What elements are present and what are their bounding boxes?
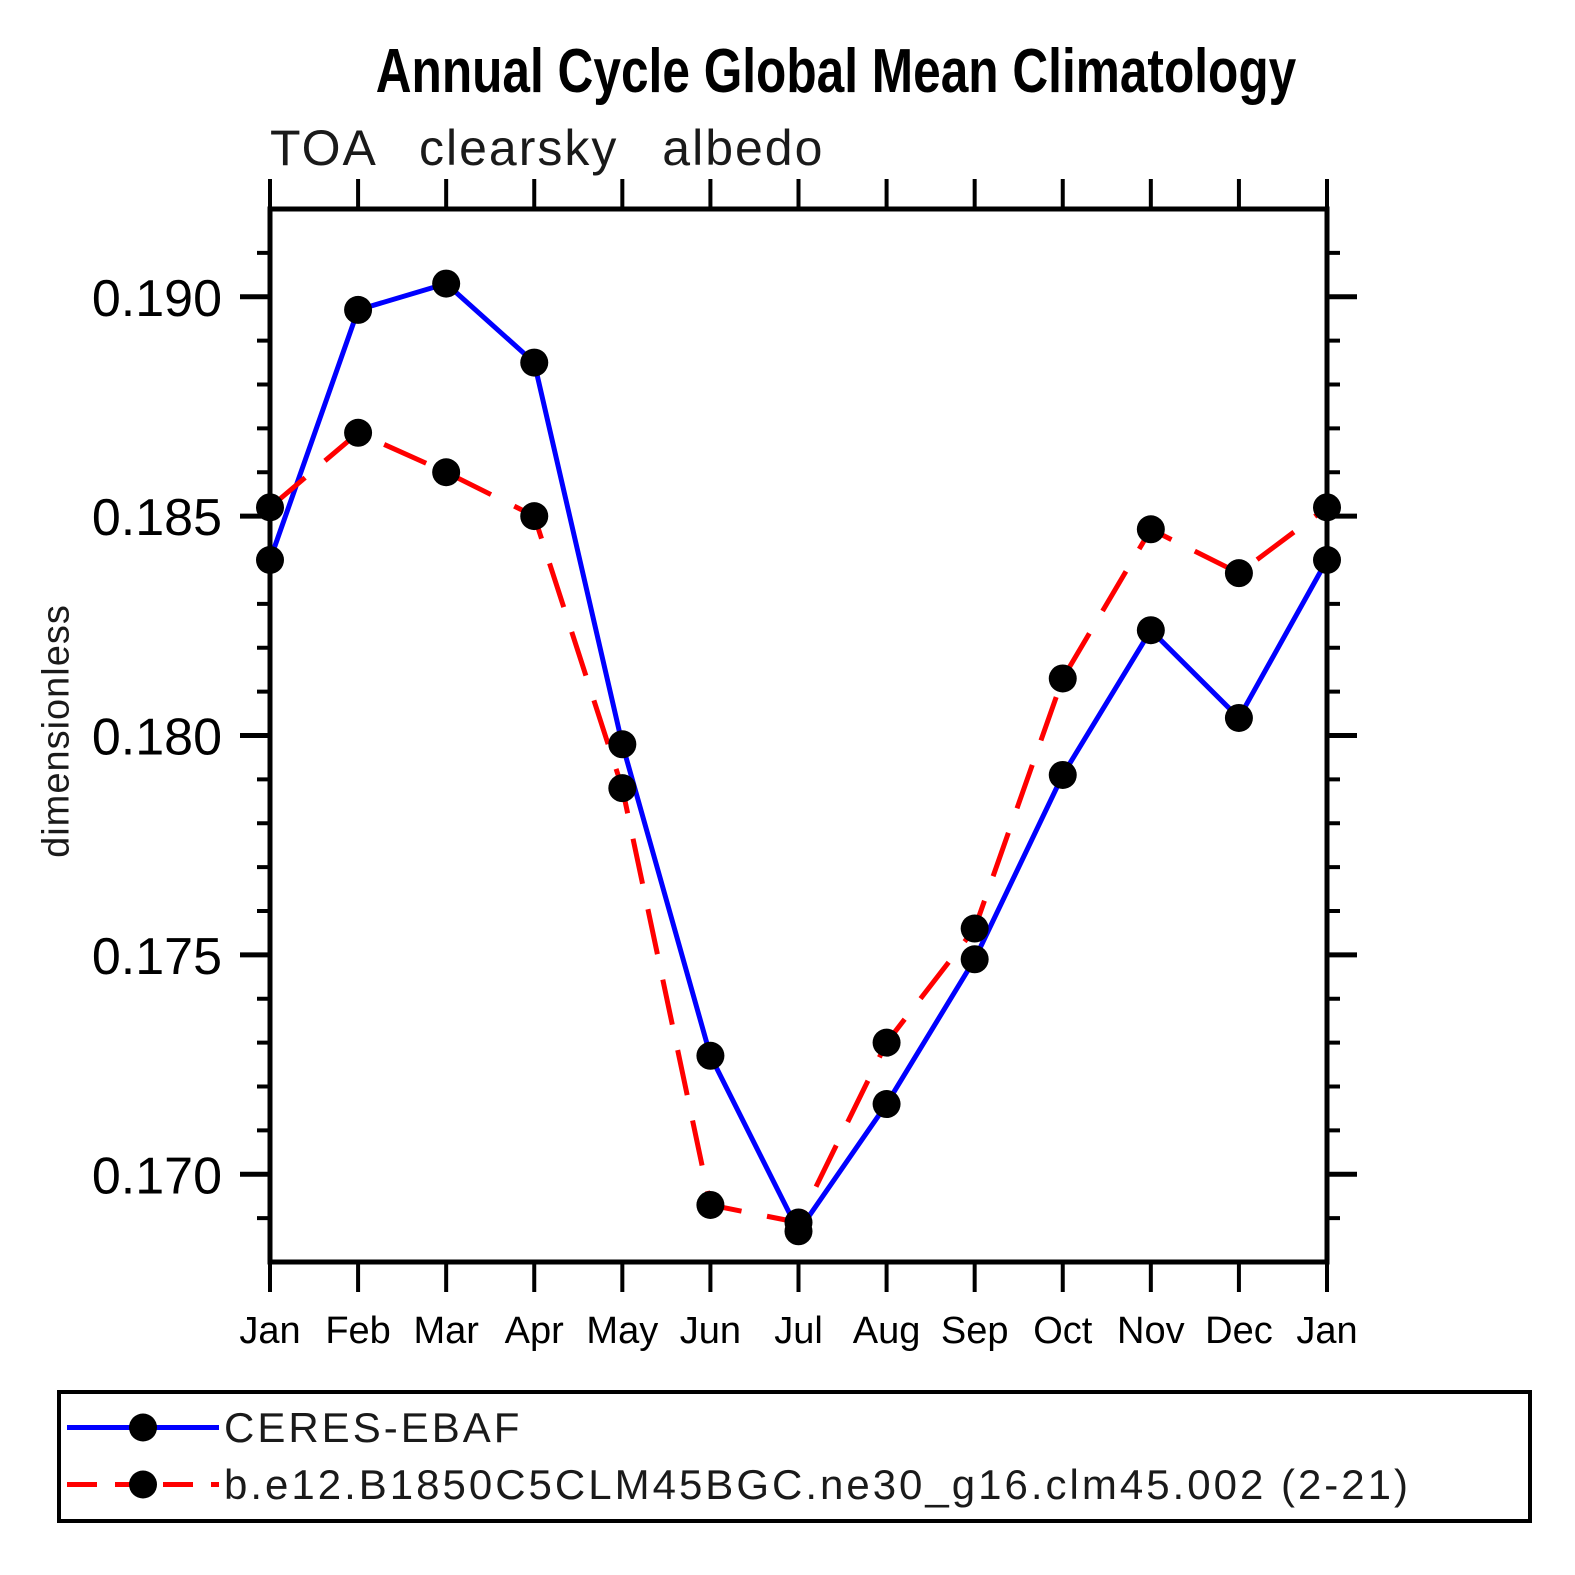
y-tick-label: 0.175	[92, 928, 222, 986]
data-point-marker	[872, 1028, 901, 1057]
legend-marker-dot	[129, 1470, 157, 1499]
x-tick-label: Sep	[941, 1310, 1009, 1352]
data-point-marker	[432, 269, 461, 298]
x-tick-label: Feb	[325, 1310, 390, 1352]
x-tick-label: Jul	[774, 1310, 823, 1352]
data-point-marker	[256, 493, 284, 522]
data-point-marker	[608, 774, 637, 803]
legend-item-model: b.e12.B1850C5CLM45BGC.ne30_g16.clm45.002…	[61, 1456, 1528, 1513]
x-tick-label: Dec	[1205, 1310, 1273, 1352]
data-point-marker	[344, 418, 373, 447]
data-point-marker	[520, 502, 549, 531]
data-point-marker	[608, 730, 637, 759]
data-point-marker	[1313, 493, 1341, 522]
series-line-0	[267, 281, 1330, 1234]
data-point-marker	[872, 1090, 901, 1119]
data-point-marker	[520, 348, 549, 377]
data-point-marker	[784, 1208, 813, 1237]
data-point-marker	[1224, 703, 1253, 732]
x-tick-label: Mar	[413, 1310, 479, 1352]
series-line-1	[268, 430, 1329, 1226]
x-tick-label: Jun	[680, 1310, 741, 1352]
data-point-marker	[960, 914, 989, 943]
data-point-marker	[1313, 546, 1341, 574]
legend-swatch-solid-line	[67, 1413, 219, 1442]
y-tick-label: 0.180	[92, 709, 222, 767]
data-point-marker	[696, 1041, 725, 1070]
legend-marker-dot	[129, 1413, 157, 1442]
x-tick-label: Jan	[1296, 1310, 1357, 1352]
x-tick-label: Aug	[853, 1310, 921, 1352]
data-point-marker	[1224, 559, 1253, 588]
data-point-marker	[1048, 760, 1077, 789]
y-tick-label: 0.190	[92, 270, 222, 328]
y-tick-label: 0.185	[92, 489, 222, 547]
y-tick-label: 0.170	[92, 1147, 222, 1205]
data-point-marker	[432, 458, 461, 487]
legend-box: CERES-EBAF b.e12.B1850C5CLM45BGC.ne30_g1…	[57, 1390, 1532, 1523]
data-point-marker	[1136, 616, 1165, 645]
data-point-marker	[696, 1190, 725, 1219]
x-tick-label: Apr	[505, 1310, 564, 1352]
x-tick-label: Oct	[1033, 1310, 1093, 1352]
data-point-marker	[1136, 515, 1165, 544]
chart-title: Annual Cycle Global Mean Climatology	[375, 37, 1297, 106]
data-point-marker	[960, 945, 989, 974]
data-point-marker	[256, 546, 284, 574]
x-tick-label: Nov	[1117, 1310, 1185, 1352]
plot-frame	[267, 206, 1330, 1265]
data-point-marker	[344, 295, 373, 324]
legend-swatch-dashed-line	[67, 1470, 219, 1499]
chart-subtitle: TOA clearsky albedo	[270, 120, 825, 176]
data-point-marker	[1048, 664, 1077, 693]
legend-item-observation: CERES-EBAF	[61, 1399, 1528, 1456]
x-tick-label: May	[586, 1310, 658, 1352]
legend-label-observation: CERES-EBAF	[224, 1403, 523, 1451]
x-tick-label: Jan	[239, 1310, 300, 1352]
legend-label-model: b.e12.B1850C5CLM45BGC.ne30_g16.clm45.002…	[224, 1460, 1412, 1508]
